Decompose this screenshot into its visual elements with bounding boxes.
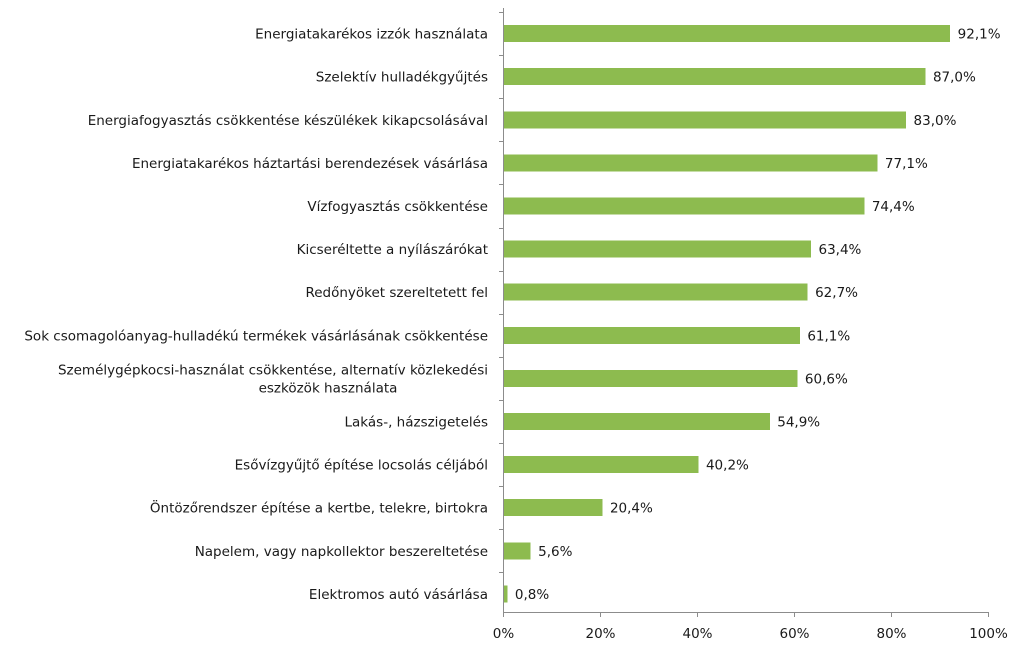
data-label: 40,2%: [706, 458, 749, 474]
data-label: 61,1%: [807, 328, 850, 344]
category-label: Esővízgyűjtő építése locsolás céljából: [235, 458, 488, 474]
bar: [503, 456, 699, 474]
x-tick-label: 20%: [585, 626, 615, 642]
data-label: 77,1%: [885, 156, 928, 172]
data-label: 62,7%: [815, 285, 858, 301]
data-label: 74,4%: [872, 199, 915, 215]
category-label: Energiatakarékos izzók használata: [255, 27, 488, 43]
category-label: Elektromos autó vásárlása: [309, 587, 488, 603]
category-label: Személygépkocsi-használat csökkentése, a…: [58, 362, 488, 378]
category-label: Energiafogyasztás csökkentése készülékek…: [88, 113, 488, 129]
category-label: Redőnyöket szereltetett fel: [305, 285, 488, 301]
category-label: Energiatakarékos háztartási berendezések…: [132, 156, 488, 172]
bar: [503, 585, 508, 603]
category-label: Öntözőrendszer építése a kertbe, telekre…: [150, 499, 488, 517]
x-tick-label: 40%: [682, 626, 712, 642]
category-label-line2: eszközök használata: [259, 380, 398, 396]
value-labels: 92,1% 87,0% 83,0% 77,1% 74,4% 63,4% 62,7% 61,1%…: [515, 27, 1001, 603]
bar: [503, 283, 808, 301]
category-label: Szelektív hulladékgyűjtés: [316, 70, 488, 86]
bar: [503, 240, 811, 258]
bar: [503, 412, 770, 430]
bar: [503, 197, 865, 215]
data-label: 87,0%: [933, 70, 976, 86]
bar: [503, 499, 603, 517]
data-label: 92,1%: [958, 27, 1001, 43]
bar: [503, 369, 798, 387]
data-label: 63,4%: [818, 242, 861, 258]
data-label: 0,8%: [515, 587, 549, 603]
x-tick-label: 60%: [779, 626, 809, 642]
axes: 0% 20% 40% 60% 80% 100%: [493, 8, 1008, 642]
bar: [503, 68, 926, 86]
data-label: 20,4%: [610, 501, 653, 517]
x-tick-label: 100%: [969, 626, 1008, 642]
category-label: Sok csomagolóanyag-hulladékú termékek vá…: [24, 328, 488, 344]
bar: [503, 542, 531, 560]
category-labels: Energiatakarékos izzók használata Szelekt…: [24, 27, 488, 603]
x-tick-label: 0%: [493, 626, 515, 642]
bar: [503, 326, 800, 344]
category-label: Kicseréltette a nyílászárókat: [297, 242, 488, 258]
bar: [503, 154, 878, 172]
data-label: 5,6%: [538, 544, 572, 560]
x-tick-label: 80%: [876, 626, 906, 642]
bars-layer: [503, 25, 951, 603]
bar: [503, 25, 951, 43]
category-label: Lakás-, házszigetelés: [345, 414, 488, 430]
bar: [503, 111, 907, 129]
category-label: Napelem, vagy napkollektor beszereltetés…: [195, 544, 488, 560]
data-label: 83,0%: [914, 113, 957, 129]
data-label: 54,9%: [777, 414, 820, 430]
category-label: Vízfogyasztás csökkentése: [307, 199, 488, 215]
data-label: 60,6%: [805, 371, 848, 387]
